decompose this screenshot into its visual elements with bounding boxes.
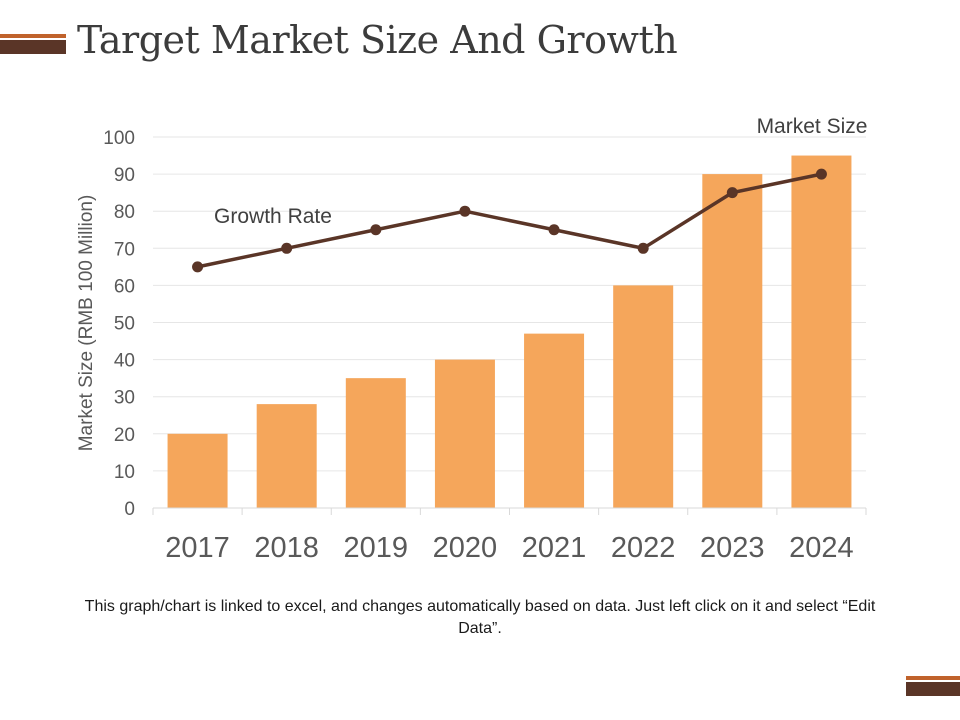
footer-accent-thick-stripe (906, 682, 960, 696)
growth-point-2021[interactable] (548, 224, 560, 236)
growth-point-2017[interactable] (192, 261, 204, 273)
title-accent-bar (0, 34, 66, 54)
growth-point-2022[interactable] (637, 242, 649, 254)
y-tick-label: 20 (114, 425, 135, 446)
x-tick-label: 2018 (254, 532, 319, 564)
y-tick-label: 0 (124, 499, 135, 520)
growth-point-2024[interactable] (815, 168, 827, 180)
x-tick-label: 2021 (522, 532, 587, 564)
x-tick-label: 2019 (344, 532, 409, 564)
bar-2020[interactable] (434, 359, 495, 508)
chart-caption: This graph/chart is linked to excel, and… (84, 598, 876, 637)
y-axis-label: Market Size (RMB 100 Million) (76, 195, 97, 452)
growth-point-2018[interactable] (281, 242, 293, 254)
y-tick-label: 60 (114, 276, 135, 297)
chart-axes: 0 10 20 30 40 50 60 70 80 90 100 2017 2018 2019 2020 20… (103, 128, 867, 564)
chart-growth-line (192, 168, 827, 273)
bar-2017[interactable] (167, 433, 228, 508)
y-tick-label: 10 (114, 462, 135, 483)
footer-accent-thin-stripe (906, 676, 960, 680)
bar-2019[interactable] (345, 378, 406, 508)
title-accent-thick-stripe (0, 40, 66, 54)
growth-point-2019[interactable] (370, 224, 382, 236)
bar-2024[interactable] (791, 155, 852, 509)
title-accent-thin-stripe (0, 34, 66, 38)
x-tick-label: 2017 (165, 532, 230, 564)
growth-point-2020[interactable] (459, 205, 471, 217)
bar-2023[interactable] (702, 174, 763, 508)
y-tick-label: 100 (103, 128, 135, 149)
growth-rate-line[interactable] (197, 172, 822, 269)
bar-2022[interactable] (613, 285, 674, 508)
y-tick-label: 40 (114, 351, 135, 372)
bar-2021[interactable] (524, 333, 585, 508)
chart-bars (167, 155, 852, 509)
x-tick-label: 2020 (433, 532, 498, 564)
growth-rate-annotation: Growth Rate (214, 205, 332, 228)
market-size-annotation: Market Size (757, 115, 868, 138)
y-tick-label: 30 (114, 388, 135, 409)
x-tick-label: 2022 (611, 532, 676, 564)
footer-accent-bar (906, 676, 960, 696)
y-tick-label: 70 (114, 239, 135, 260)
growth-point-2023[interactable] (726, 187, 738, 199)
y-tick-label: 80 (114, 202, 135, 223)
slide-title: Target Market Size And Growth (77, 18, 678, 62)
y-tick-label: 50 (114, 314, 135, 335)
x-tick-label: 2024 (789, 532, 854, 564)
y-tick-label: 90 (114, 165, 135, 186)
bar-2018[interactable] (256, 404, 317, 508)
chart-labels: Market Size (RMB 100 Million) Market Siz… (76, 115, 867, 451)
x-tick-label: 2023 (700, 532, 765, 564)
